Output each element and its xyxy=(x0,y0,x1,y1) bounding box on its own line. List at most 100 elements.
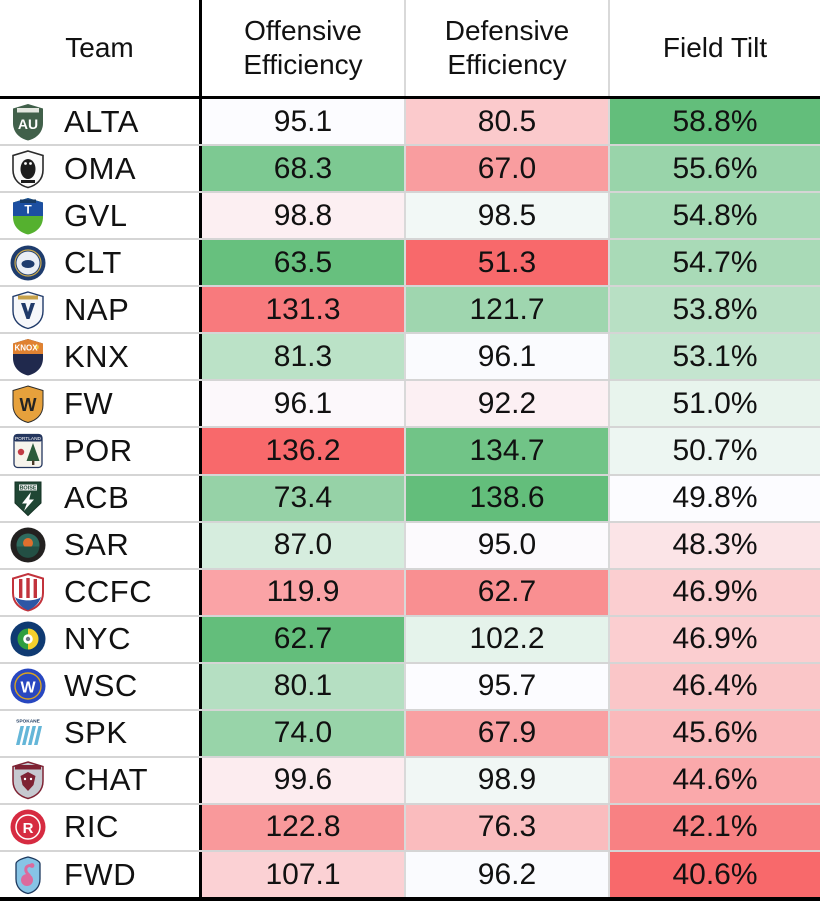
field-tilt-cell: 46.4% xyxy=(608,663,820,709)
defensive-efficiency-cell: 134.7 xyxy=(404,428,608,474)
table-row: R RIC 122.8 76.3 42.1% xyxy=(0,802,820,850)
defensive-efficiency-cell: 138.6 xyxy=(404,475,608,521)
offensive-efficiency-cell: 119.9 xyxy=(199,569,404,615)
team-abbreviation: POR xyxy=(64,432,133,468)
field-tilt-cell: 42.1% xyxy=(608,804,820,850)
defensive-efficiency-cell: 95.0 xyxy=(404,522,608,568)
team-cell: T GVL xyxy=(0,193,199,239)
alta-logo-icon: AU xyxy=(8,102,48,142)
team-cell: SAR xyxy=(0,522,199,568)
table-row: KNOX KNX 81.3 96.1 53.1% xyxy=(0,332,820,380)
field-tilt-cell: 53.8% xyxy=(608,287,820,333)
team-abbreviation: NYC xyxy=(64,621,131,657)
defensive-efficiency-cell: 62.7 xyxy=(404,569,608,615)
svg-text:KNOX: KNOX xyxy=(14,343,38,352)
table-row: T GVL 98.8 98.5 54.8% xyxy=(0,191,820,239)
por-logo-icon: PORTLAND xyxy=(8,431,48,471)
team-cell: NYC xyxy=(0,616,199,662)
team-cell: NAP xyxy=(0,287,199,333)
field-tilt-cell: 58.8% xyxy=(608,99,820,145)
defensive-efficiency-cell: 98.5 xyxy=(404,193,608,239)
table-row: W FW 96.1 92.2 51.0% xyxy=(0,379,820,427)
defensive-efficiency-cell: 67.0 xyxy=(404,146,608,192)
defensive-efficiency-cell: 121.7 xyxy=(404,287,608,333)
team-abbreviation: CHAT xyxy=(64,762,149,798)
offensive-efficiency-cell: 68.3 xyxy=(199,146,404,192)
offensive-efficiency-cell: 131.3 xyxy=(199,287,404,333)
svg-text:W: W xyxy=(20,395,37,415)
fwd-logo-icon xyxy=(8,855,48,895)
knx-logo-icon: KNOX xyxy=(8,337,48,377)
offensive-efficiency-cell: 107.1 xyxy=(199,852,404,897)
team-abbreviation: CLT xyxy=(64,244,122,280)
team-cell: SPOKANE SPK xyxy=(0,710,199,756)
team-abbreviation: CCFC xyxy=(64,574,153,610)
sar-logo-icon xyxy=(8,525,48,565)
offensive-efficiency-cell: 62.7 xyxy=(199,616,404,662)
team-cell: PORTLAND POR xyxy=(0,428,199,474)
svg-text:T: T xyxy=(24,202,32,216)
offensive-efficiency-cell: 98.8 xyxy=(199,193,404,239)
defensive-efficiency-cell: 98.9 xyxy=(404,757,608,803)
oma-logo-icon xyxy=(8,149,48,189)
team-abbreviation: NAP xyxy=(64,291,130,327)
table-row: PORTLAND POR 136.2 134.7 50.7% xyxy=(0,426,820,474)
team-abbreviation: GVL xyxy=(64,197,128,233)
table-row: BOISE ACB 73.4 138.6 49.8% xyxy=(0,473,820,521)
team-abbreviation: SPK xyxy=(64,715,128,751)
fw-logo-icon: W xyxy=(8,384,48,424)
defensive-efficiency-cell: 96.1 xyxy=(404,334,608,380)
offensive-efficiency-cell: 99.6 xyxy=(199,757,404,803)
table-row: CHAT 99.6 98.9 44.6% xyxy=(0,755,820,803)
field-tilt-cell: 55.6% xyxy=(608,146,820,192)
svg-text:SPOKANE: SPOKANE xyxy=(16,719,41,725)
ccfc-logo-icon xyxy=(8,572,48,612)
defensive-efficiency-cell: 95.7 xyxy=(404,663,608,709)
field-tilt-cell: 48.3% xyxy=(608,522,820,568)
offensive-efficiency-cell: 80.1 xyxy=(199,663,404,709)
defensive-efficiency-cell: 92.2 xyxy=(404,381,608,427)
field-tilt-cell: 49.8% xyxy=(608,475,820,521)
team-abbreviation: FW xyxy=(64,385,114,421)
field-tilt-cell: 44.6% xyxy=(608,757,820,803)
team-cell: OMA xyxy=(0,146,199,192)
chat-logo-icon xyxy=(8,760,48,800)
svg-text:AU: AU xyxy=(18,116,38,132)
ric-logo-icon: R xyxy=(8,807,48,847)
team-cell: W WSC xyxy=(0,663,199,709)
defensive-efficiency-cell: 96.2 xyxy=(404,852,608,897)
offensive-efficiency-cell: 136.2 xyxy=(199,428,404,474)
clt-logo-icon xyxy=(8,243,48,283)
field-tilt-cell: 40.6% xyxy=(608,852,820,897)
team-abbreviation: SAR xyxy=(64,527,130,563)
field-tilt-cell: 46.9% xyxy=(608,569,820,615)
table-row: AU ALTA 95.1 80.5 58.8% xyxy=(0,99,820,145)
team-abbreviation: FWD xyxy=(64,856,137,892)
column-header-defensive-efficiency: Defensive Efficiency xyxy=(404,0,608,96)
team-abbreviation: OMA xyxy=(64,150,137,186)
table-row: CLT 63.5 51.3 54.7% xyxy=(0,238,820,286)
defensive-efficiency-cell: 80.5 xyxy=(404,99,608,145)
offensive-efficiency-cell: 122.8 xyxy=(199,804,404,850)
table-row: W WSC 80.1 95.7 46.4% xyxy=(0,661,820,709)
field-tilt-cell: 45.6% xyxy=(608,710,820,756)
team-cell: R RIC xyxy=(0,804,199,850)
table-row: SAR 87.0 95.0 48.3% xyxy=(0,520,820,568)
field-tilt-cell: 54.7% xyxy=(608,240,820,286)
offensive-efficiency-cell: 87.0 xyxy=(199,522,404,568)
defensive-efficiency-cell: 76.3 xyxy=(404,804,608,850)
wsc-logo-icon: W xyxy=(8,666,48,706)
table-row: NAP 131.3 121.7 53.8% xyxy=(0,285,820,333)
acb-logo-icon: BOISE xyxy=(8,478,48,518)
team-abbreviation: KNX xyxy=(64,338,130,374)
field-tilt-cell: 46.9% xyxy=(608,616,820,662)
team-abbreviation: RIC xyxy=(64,809,119,845)
offensive-efficiency-cell: 96.1 xyxy=(199,381,404,427)
team-cell: CHAT xyxy=(0,757,199,803)
table-row: SPOKANE SPK 74.0 67.9 45.6% xyxy=(0,708,820,756)
team-cell: BOISE ACB xyxy=(0,475,199,521)
offensive-efficiency-cell: 95.1 xyxy=(199,99,404,145)
team-cell: CCFC xyxy=(0,569,199,615)
svg-text:R: R xyxy=(23,820,34,837)
